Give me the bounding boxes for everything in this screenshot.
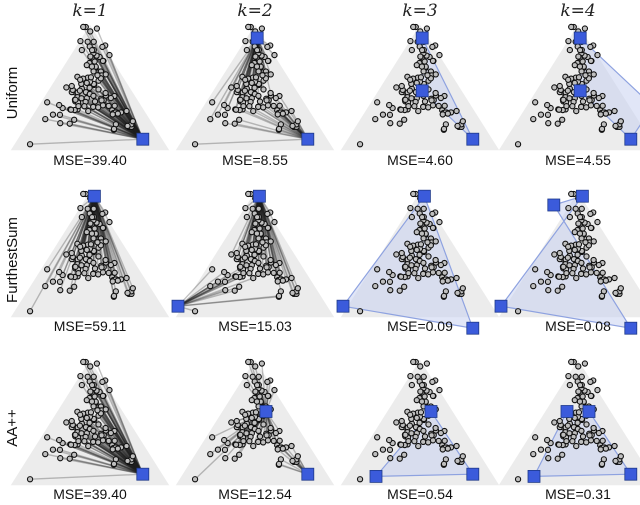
archetype-marker: [415, 31, 429, 45]
archetype-marker: [301, 132, 315, 146]
data-points: [26, 23, 136, 148]
archetype-marker: [494, 299, 508, 313]
mse-label: MSE=59.11: [54, 318, 127, 334]
archetype-marker: [573, 31, 587, 45]
archetype-marker: [560, 405, 574, 418]
archetype-marker: [88, 189, 101, 203]
archetype-marker: [369, 469, 383, 483]
data-points: [514, 23, 624, 148]
column-title-4: k=4: [560, 1, 595, 21]
mse-label: MSE=0.54: [387, 486, 453, 502]
panel-3-2: MSE=12.54: [175, 358, 335, 502]
archetype-marker: [301, 467, 315, 481]
data-points: [191, 358, 301, 483]
row-label-3: AA++: [4, 409, 21, 447]
mse-label: MSE=4.60: [387, 152, 453, 168]
data-points: [26, 190, 136, 315]
data-points: [356, 358, 466, 483]
archetype-marker: [415, 84, 429, 98]
panel-1-4: MSE=4.55: [498, 23, 640, 168]
archetype-marker: [624, 132, 638, 146]
archetype-marker: [624, 467, 638, 481]
panel-1-1: MSE=39.40: [10, 23, 170, 168]
data-points: [514, 190, 624, 315]
panel-3-1: MSE=39.40: [10, 358, 170, 502]
row-label-1: Uniform: [4, 67, 21, 120]
archetype-marker: [171, 299, 185, 313]
archetype-marker: [466, 321, 480, 335]
panel-1-2: MSE=8.55: [175, 23, 335, 168]
archetype-marker: [136, 467, 150, 481]
archetype-marker: [466, 467, 480, 481]
mse-label: MSE=0.09: [387, 318, 453, 334]
archetype-marker: [527, 469, 541, 483]
archetype-marker: [250, 31, 264, 45]
mse-label: MSE=0.08: [545, 318, 611, 334]
panel-3-4: MSE=0.31: [498, 358, 640, 502]
panel-2-4: MSE=0.08: [494, 189, 640, 335]
column-title-3: k=3: [402, 1, 437, 21]
panel-2-1: MSE=59.11: [10, 189, 170, 334]
data-points: [26, 358, 136, 483]
mse-label: MSE=12.54: [218, 486, 292, 502]
mse-label: MSE=0.31: [545, 486, 611, 502]
column-title-2: k=2: [237, 1, 272, 21]
panel-3-3: MSE=0.54: [340, 358, 500, 502]
archetype-marker: [547, 198, 561, 212]
archetype-marker: [252, 189, 266, 203]
archetype-marker: [136, 132, 150, 146]
archetype-marker: [336, 299, 350, 313]
archetype-marker: [582, 405, 596, 418]
row-label-2: FurthestSum: [4, 217, 21, 303]
archetype-marker: [259, 405, 273, 418]
mse-label: MSE=8.55: [222, 152, 288, 168]
data-points: [191, 23, 301, 148]
data-points: [191, 190, 301, 315]
mse-label: MSE=39.40: [53, 152, 127, 168]
archetype-marker: [576, 189, 589, 203]
data-points: [356, 190, 466, 315]
archetype-marker: [417, 189, 431, 203]
mse-label: MSE=39.40: [53, 486, 127, 502]
panel-2-2: MSE=15.03: [171, 189, 335, 334]
mse-label: MSE=15.03: [218, 318, 292, 334]
mse-label: MSE=4.55: [545, 152, 611, 168]
archetype-marker: [466, 132, 480, 146]
archetype-marker: [573, 84, 587, 98]
column-title-1: k=1: [72, 1, 107, 21]
panel-1-3: MSE=4.60: [340, 23, 500, 168]
panel-2-3: MSE=0.09: [336, 189, 500, 335]
archetype-marker: [624, 321, 638, 335]
archetype-marker: [424, 405, 438, 418]
